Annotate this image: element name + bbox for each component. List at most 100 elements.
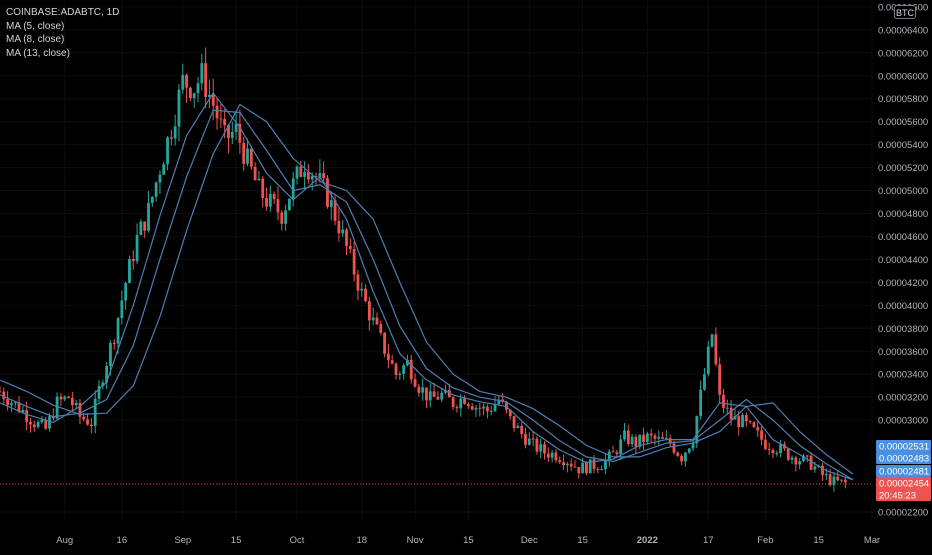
candle-body xyxy=(627,430,630,444)
candle-body xyxy=(730,408,733,420)
x-tick-label: Aug xyxy=(56,535,73,546)
candle-body xyxy=(353,249,356,275)
x-tick-label: 15 xyxy=(813,535,824,546)
candle-body xyxy=(596,469,599,470)
candle-body xyxy=(623,430,626,439)
candle-body xyxy=(296,167,299,179)
candle-body xyxy=(63,397,66,400)
moving-averages xyxy=(0,93,853,480)
candle-body xyxy=(212,95,215,106)
candle-body xyxy=(189,88,192,98)
candle-body xyxy=(699,390,702,417)
candle-body xyxy=(680,456,683,462)
candle-body xyxy=(429,391,432,400)
candle-body xyxy=(181,75,184,90)
candle-body xyxy=(779,444,782,453)
candle-body xyxy=(764,440,767,449)
legend-ma13[interactable]: MA (13, close) xyxy=(6,47,119,61)
price-tags: 0.000025310.000024830.000024810.00002454… xyxy=(876,440,931,502)
candle-body xyxy=(94,399,97,426)
legend-ma5[interactable]: MA (5, close) xyxy=(6,20,119,34)
candle-body xyxy=(200,63,203,83)
candle-body xyxy=(673,444,676,453)
candle-body xyxy=(570,464,573,467)
currency-badge[interactable]: BTC xyxy=(894,5,916,19)
candle-body xyxy=(711,334,714,346)
candle-body xyxy=(646,434,649,442)
candle-body xyxy=(143,222,146,231)
candle-body xyxy=(414,379,417,386)
candle-body xyxy=(372,318,375,321)
x-tick-label: Feb xyxy=(757,535,773,546)
candle-body xyxy=(204,63,207,97)
candle-body xyxy=(178,90,181,127)
candle-body xyxy=(661,437,664,439)
candle-body xyxy=(421,387,424,392)
candle-body xyxy=(383,333,386,354)
candle-body xyxy=(311,176,314,180)
time-axis[interactable]: Aug 16 Sep 15 Oct 18 Nov 15 Dec 15 2022 17 Feb 15 Mar xyxy=(56,535,880,546)
candle-body xyxy=(707,347,710,375)
candle-body xyxy=(775,453,778,454)
candle-body xyxy=(536,439,539,452)
legend-symbol[interactable]: COINBASE:ADABTC, 1D xyxy=(6,6,119,20)
candle-body xyxy=(772,450,775,453)
candle-body xyxy=(216,106,219,119)
y-tick-label: 0.00005800 xyxy=(878,94,928,105)
y-tick-label: 0.00003800 xyxy=(878,324,928,335)
candle-body xyxy=(513,416,516,428)
candle-body xyxy=(657,437,660,439)
candle-body xyxy=(551,453,554,458)
candle-body xyxy=(40,420,43,422)
candle-body xyxy=(794,458,797,465)
candle-body xyxy=(6,399,9,405)
candle-body xyxy=(555,453,558,461)
candle-body xyxy=(726,408,729,409)
candle-body xyxy=(185,75,188,88)
x-tick-label: 15 xyxy=(577,535,588,546)
candle-body xyxy=(798,461,801,464)
y-tick-label: 0.00005200 xyxy=(878,163,928,174)
candle-body xyxy=(749,421,752,422)
candle-body xyxy=(250,149,253,167)
candle-body xyxy=(471,406,474,410)
y-tick-label: 0.00002200 xyxy=(878,507,928,518)
candle-body xyxy=(577,467,580,473)
candle-body xyxy=(159,175,162,183)
candle-body xyxy=(284,210,287,224)
candle-body xyxy=(29,422,32,425)
candle-body xyxy=(349,246,352,249)
candle-body xyxy=(459,399,462,409)
y-tick-label: 0.00005400 xyxy=(878,140,928,151)
y-tick-label: 0.00004600 xyxy=(878,232,928,243)
candle-body xyxy=(581,463,584,474)
candle-body xyxy=(528,439,531,445)
y-tick-label: 0.00003400 xyxy=(878,370,928,381)
candle-body xyxy=(676,453,679,456)
price-tag-label: 0.00002454 xyxy=(879,479,929,490)
candle-body xyxy=(299,167,302,177)
candle-body xyxy=(722,395,725,408)
candle-body xyxy=(737,416,740,427)
x-tick-label: Dec xyxy=(521,535,538,546)
candle-body xyxy=(341,230,344,234)
candle-body xyxy=(10,403,13,405)
y-tick-label: 0.00004000 xyxy=(878,301,928,312)
candle-body xyxy=(543,444,546,453)
candle-body xyxy=(688,449,691,453)
candles xyxy=(0,47,847,491)
candle-body xyxy=(452,397,455,407)
candle-body xyxy=(193,93,196,98)
legend-ma8[interactable]: MA (8, close) xyxy=(6,33,119,47)
candle-body xyxy=(345,230,348,246)
candle-body xyxy=(357,275,360,291)
candle-body xyxy=(0,391,1,392)
x-tick-label: Oct xyxy=(290,535,305,546)
candle-body xyxy=(254,167,257,181)
candle-body xyxy=(760,430,763,439)
x-tick-label: 2022 xyxy=(637,535,658,546)
candle-body xyxy=(619,439,622,454)
ma-line-3 xyxy=(0,105,853,475)
